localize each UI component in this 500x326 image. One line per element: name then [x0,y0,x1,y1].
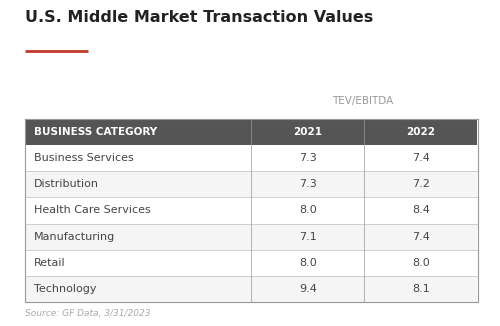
Bar [25,249,251,275]
Text: 9.4: 9.4 [299,284,317,293]
Bar [251,145,364,171]
Bar [364,198,478,224]
Text: 2022: 2022 [406,127,436,137]
Bar [251,119,364,145]
Text: 7.4: 7.4 [412,154,430,163]
Text: Technology: Technology [34,284,96,293]
Bar [251,249,364,275]
Text: 8.4: 8.4 [412,205,430,215]
Text: 7.4: 7.4 [412,231,430,242]
Bar [251,224,364,249]
Bar [25,145,251,171]
Text: TEV/EBITDA: TEV/EBITDA [332,96,393,106]
Text: 7.3: 7.3 [299,154,316,163]
Text: Manufacturing: Manufacturing [34,231,115,242]
Bar [364,171,478,198]
Bar [25,119,251,145]
Text: 7.1: 7.1 [299,231,316,242]
Text: 8.1: 8.1 [412,284,430,293]
Bar [364,145,478,171]
Bar [364,275,478,302]
Bar [364,119,478,145]
Text: Health Care Services: Health Care Services [34,205,151,215]
Bar [25,224,251,249]
Text: Distribution: Distribution [34,180,99,189]
Bar [25,198,251,224]
Text: 8.0: 8.0 [299,258,316,268]
Bar [251,275,364,302]
Bar [25,171,251,198]
Text: 2021: 2021 [294,127,322,137]
Text: 8.0: 8.0 [412,258,430,268]
Text: 7.3: 7.3 [299,180,316,189]
Text: BUSINESS CATEGORY: BUSINESS CATEGORY [34,127,157,137]
Bar [251,198,364,224]
Text: 8.0: 8.0 [299,205,316,215]
Text: Retail: Retail [34,258,66,268]
Bar [364,224,478,249]
Text: Source: GF Data, 3/31/2023: Source: GF Data, 3/31/2023 [25,309,150,318]
Text: U.S. Middle Market Transaction Values: U.S. Middle Market Transaction Values [25,10,373,25]
Bar [251,171,364,198]
Text: Business Services: Business Services [34,154,134,163]
Text: 7.2: 7.2 [412,180,430,189]
Bar [25,275,251,302]
Bar [364,249,478,275]
